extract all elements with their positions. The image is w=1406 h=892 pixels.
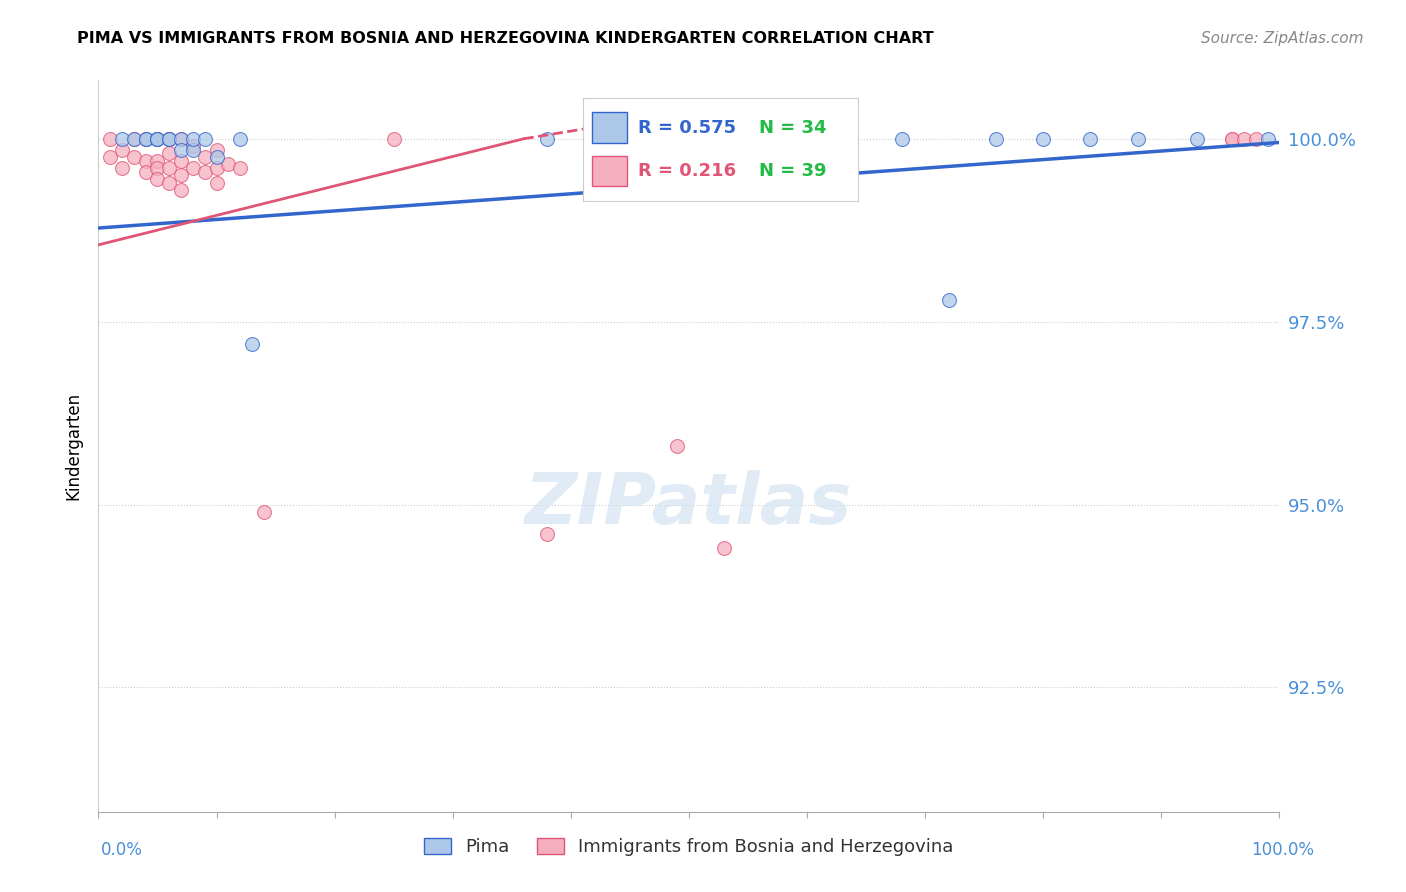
- Point: [536, 526, 558, 541]
- Point: [170, 183, 193, 197]
- Point: [135, 153, 157, 168]
- FancyBboxPatch shape: [592, 112, 627, 144]
- Point: [1126, 132, 1149, 146]
- Point: [1244, 132, 1267, 146]
- Point: [170, 153, 193, 168]
- Point: [146, 172, 169, 186]
- Point: [122, 150, 145, 164]
- Point: [181, 161, 204, 175]
- FancyBboxPatch shape: [592, 155, 627, 186]
- Point: [122, 132, 145, 146]
- Point: [98, 150, 121, 164]
- Point: [1220, 132, 1243, 146]
- Point: [111, 161, 134, 175]
- Point: [170, 132, 193, 146]
- Text: R = 0.216: R = 0.216: [638, 162, 737, 180]
- Point: [748, 132, 770, 146]
- Text: N = 34: N = 34: [759, 119, 827, 136]
- Point: [229, 132, 252, 146]
- Point: [1220, 132, 1243, 146]
- Point: [135, 132, 157, 146]
- Point: [181, 139, 204, 153]
- Point: [713, 541, 735, 556]
- Point: [98, 132, 121, 146]
- Point: [229, 161, 252, 175]
- Point: [146, 132, 169, 146]
- Point: [194, 164, 217, 178]
- Point: [205, 161, 228, 175]
- Point: [157, 161, 180, 175]
- Point: [135, 164, 157, 178]
- Point: [253, 505, 276, 519]
- Point: [666, 439, 689, 453]
- Point: [146, 153, 169, 168]
- Point: [831, 132, 853, 146]
- Point: [122, 132, 145, 146]
- Text: Source: ZipAtlas.com: Source: ZipAtlas.com: [1201, 31, 1364, 46]
- Legend: Pima, Immigrants from Bosnia and Herzegovina: Pima, Immigrants from Bosnia and Herzego…: [415, 829, 963, 865]
- Point: [785, 132, 807, 146]
- Text: R = 0.575: R = 0.575: [638, 119, 737, 136]
- Point: [170, 143, 193, 157]
- Point: [205, 176, 228, 190]
- Point: [157, 132, 180, 146]
- Point: [1233, 132, 1256, 146]
- Text: N = 39: N = 39: [759, 162, 827, 180]
- Point: [146, 132, 169, 146]
- Point: [1185, 132, 1208, 146]
- Point: [146, 132, 169, 146]
- Point: [725, 132, 748, 146]
- Text: 0.0%: 0.0%: [101, 840, 143, 858]
- Point: [702, 132, 724, 146]
- Point: [111, 143, 134, 157]
- Point: [382, 132, 405, 146]
- Point: [536, 132, 558, 146]
- Point: [240, 336, 263, 351]
- Point: [807, 132, 830, 146]
- Text: ZIPatlas: ZIPatlas: [526, 470, 852, 539]
- Point: [1080, 132, 1102, 146]
- Point: [181, 132, 204, 146]
- Point: [135, 132, 157, 146]
- Point: [984, 132, 1007, 146]
- Point: [157, 132, 180, 146]
- Point: [678, 132, 700, 146]
- Y-axis label: Kindergarten: Kindergarten: [65, 392, 83, 500]
- Point: [146, 161, 169, 175]
- Point: [1032, 132, 1054, 146]
- Point: [111, 132, 134, 146]
- Point: [938, 293, 960, 307]
- Point: [194, 132, 217, 146]
- Point: [194, 150, 217, 164]
- Text: PIMA VS IMMIGRANTS FROM BOSNIA AND HERZEGOVINA KINDERGARTEN CORRELATION CHART: PIMA VS IMMIGRANTS FROM BOSNIA AND HERZE…: [77, 31, 934, 46]
- Point: [205, 143, 228, 157]
- Point: [157, 176, 180, 190]
- Point: [135, 132, 157, 146]
- Point: [157, 132, 180, 146]
- Text: 100.0%: 100.0%: [1251, 840, 1315, 858]
- Point: [146, 132, 169, 146]
- Point: [217, 157, 239, 171]
- Point: [157, 146, 180, 161]
- Point: [890, 132, 912, 146]
- Point: [1257, 132, 1279, 146]
- Point: [170, 132, 193, 146]
- Point: [181, 143, 204, 157]
- Point: [170, 169, 193, 183]
- Point: [205, 150, 228, 164]
- Point: [761, 132, 783, 146]
